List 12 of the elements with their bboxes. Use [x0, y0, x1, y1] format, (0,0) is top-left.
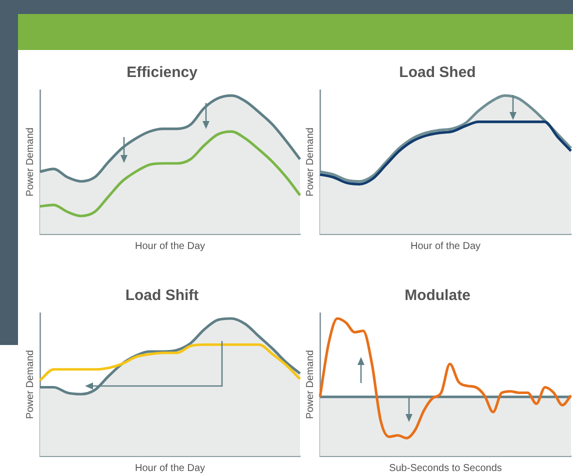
y-axis-title: Power Demand — [24, 128, 36, 196]
chart-title: Efficiency — [126, 64, 198, 82]
y-axis-title: Power Demand — [24, 350, 36, 419]
x-axis-title: Sub-Seconds to Seconds — [389, 462, 502, 474]
chart-title: Load Shift — [125, 287, 199, 304]
chart-title: Modulate — [404, 287, 470, 304]
y-axis-title: Power Demand — [304, 128, 316, 196]
chart-title: Load Shed — [399, 64, 476, 82]
x-axis-title: Hour of the Day — [134, 462, 206, 474]
x-axis-title: Hour of the Day — [134, 240, 206, 252]
x-axis-title: Hour of the Day — [410, 240, 481, 252]
y-axis-title: Power Demand — [304, 350, 316, 419]
